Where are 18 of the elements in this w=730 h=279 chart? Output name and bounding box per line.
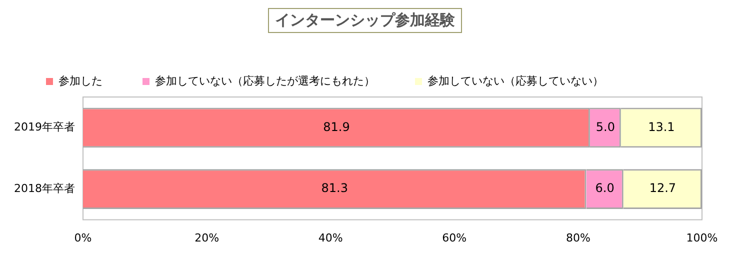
text: 13.1 <box>648 120 675 134</box>
legend-label: 参加していない（応募していない） <box>428 74 604 88</box>
x-tick-label: 60% <box>442 231 467 244</box>
legend-label: 参加していない（応募したが選考にもれた） <box>155 74 375 88</box>
y-tick-label: 2019年卒者 <box>14 120 75 134</box>
x-tick-label: 80% <box>566 231 590 244</box>
text: 81.3 <box>321 181 348 196</box>
legend-label: 参加した <box>58 74 102 88</box>
y-tick-label: 2018年卒者 <box>14 182 75 195</box>
x-tick-label: 100% <box>686 231 718 244</box>
text: 5.0 <box>596 120 615 134</box>
x-tick-label: 40% <box>318 231 343 244</box>
x-tick-label: 20% <box>194 231 220 244</box>
title-frame: インターンシップ参加経験 <box>268 8 462 33</box>
text: 81.9 <box>323 120 350 134</box>
x-tick-label: 0% <box>74 231 92 244</box>
text: 12.7 <box>649 181 676 196</box>
text: 6.0 <box>595 181 614 196</box>
